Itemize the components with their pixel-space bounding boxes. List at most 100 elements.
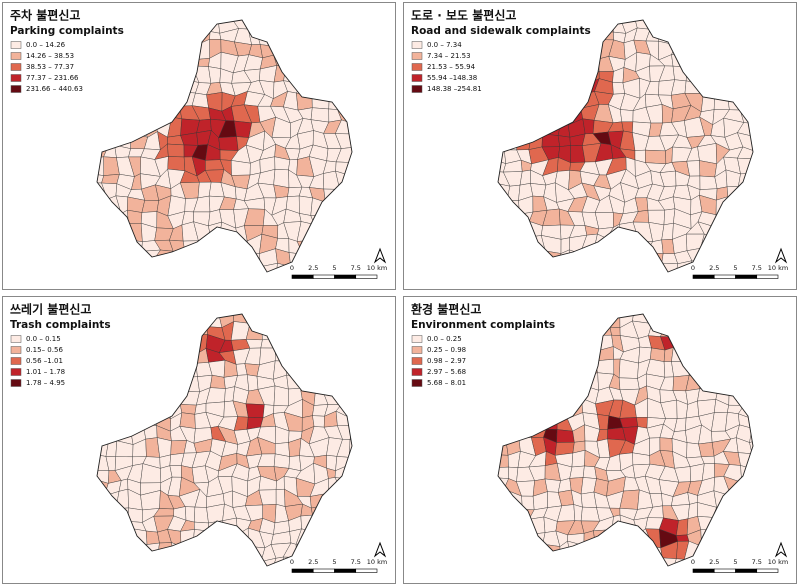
legend-label: 1.01 – 1.78 xyxy=(26,368,65,376)
scale-label: 10 km xyxy=(768,264,788,272)
title-english: Road and sidewalk complaints xyxy=(411,25,591,37)
legend-label: 5.68 – 8.01 xyxy=(427,379,466,387)
district xyxy=(184,506,196,523)
district xyxy=(247,374,259,392)
scale-segment xyxy=(735,274,758,279)
legend-swatch xyxy=(411,63,423,71)
legend-label: 21.53 – 55.94 xyxy=(427,63,476,71)
district xyxy=(233,120,252,138)
district xyxy=(167,156,186,172)
legend-label: 0.98 – 2.97 xyxy=(427,357,466,365)
city-outline xyxy=(497,19,754,273)
north-arrow xyxy=(373,541,387,558)
district xyxy=(273,169,290,188)
scale-label: 0 xyxy=(290,264,294,272)
scale-segment xyxy=(713,274,736,279)
district xyxy=(275,488,286,507)
district xyxy=(571,449,586,468)
legend-swatch xyxy=(10,63,22,71)
city-outline xyxy=(96,19,353,273)
map-panel: 쓰레기 불편신고 Trash complaints 0.0 – 0.15 0.15– … xyxy=(2,296,396,584)
district xyxy=(569,465,585,479)
legend-label: 0.0 – 0.15 xyxy=(26,335,61,343)
scale-segment xyxy=(291,274,314,279)
scale-label: 10 km xyxy=(367,264,387,272)
district xyxy=(619,109,634,123)
legend-swatch xyxy=(411,52,423,60)
scale-label: 5 xyxy=(733,558,737,566)
north-arrow xyxy=(774,247,788,264)
legend-label: 1.78 – 4.95 xyxy=(26,379,65,387)
district xyxy=(711,412,728,432)
legend-swatch xyxy=(10,346,22,354)
district xyxy=(141,200,160,213)
district xyxy=(557,135,571,147)
district xyxy=(618,377,640,391)
scale-segment xyxy=(334,568,357,573)
district xyxy=(127,209,143,224)
district xyxy=(530,183,547,197)
district xyxy=(335,147,352,163)
legend-swatch xyxy=(10,41,22,49)
district xyxy=(167,143,185,158)
scale-segment xyxy=(735,568,758,573)
legend-label: 0.0 – 7.34 xyxy=(427,41,462,49)
title-english: Trash complaints xyxy=(10,319,111,331)
legend-swatch xyxy=(10,52,22,60)
legend-swatch xyxy=(411,357,423,365)
scale-segment xyxy=(312,274,335,279)
legend-label: 55.94 –148.38 xyxy=(427,74,477,82)
scale-label: 0 xyxy=(290,558,294,566)
title-korean: 쓰레기 불편신고 xyxy=(10,302,91,317)
scale-label: 5 xyxy=(733,264,737,272)
legend-swatch xyxy=(10,74,22,82)
scale-label: 2.5 xyxy=(709,558,719,566)
city-outline xyxy=(497,313,754,567)
legend-label: 231.66 – 440.63 xyxy=(26,85,83,93)
legend-swatch xyxy=(10,85,22,93)
scale-label: 7.5 xyxy=(351,558,361,566)
scale-label: 2.5 xyxy=(308,264,318,272)
legend-swatch xyxy=(10,379,22,387)
title-korean: 환경 불편신고 xyxy=(411,302,481,317)
legend-swatch xyxy=(10,368,22,376)
legend-swatch xyxy=(411,335,423,343)
legend-label: 0.56 –1.01 xyxy=(26,357,63,365)
district xyxy=(169,465,182,478)
scale-segment xyxy=(713,568,736,573)
district xyxy=(609,327,621,336)
scale-label: 7.5 xyxy=(752,558,762,566)
district xyxy=(273,453,290,469)
district xyxy=(245,403,265,419)
district xyxy=(659,437,673,452)
district xyxy=(661,239,675,254)
north-arrow xyxy=(774,541,788,558)
scale-segment xyxy=(334,274,357,279)
legend-swatch xyxy=(411,41,423,49)
scale-label: 5 xyxy=(332,264,336,272)
district xyxy=(619,417,639,428)
scale-segment xyxy=(355,274,378,279)
legend-label: 0.0 – 0.25 xyxy=(427,335,462,343)
map-panel: 도로 · 보도 불편신고 Road and sidewalk complaints… xyxy=(403,2,797,290)
scale-label: 7.5 xyxy=(351,264,361,272)
district xyxy=(689,463,705,482)
district xyxy=(749,424,753,443)
legend-label: 0.25 – 0.98 xyxy=(427,346,466,354)
legend-label: 0.15– 0.56 xyxy=(26,346,63,354)
north-arrow xyxy=(373,247,387,264)
district xyxy=(645,149,667,165)
title-english: Environment complaints xyxy=(411,319,555,331)
scale-segment xyxy=(692,274,715,279)
map-panel: 주차 불편신고 Parking complaints 0.0 – 14.26 14.2… xyxy=(2,2,396,290)
district xyxy=(156,437,172,458)
district xyxy=(326,454,338,471)
legend-swatch xyxy=(10,357,22,365)
scale-label: 2.5 xyxy=(709,264,719,272)
district xyxy=(179,412,196,429)
district xyxy=(699,175,718,190)
district xyxy=(194,506,209,524)
district xyxy=(556,429,575,443)
legend-swatch xyxy=(411,346,423,354)
scale-label: 0 xyxy=(691,264,695,272)
